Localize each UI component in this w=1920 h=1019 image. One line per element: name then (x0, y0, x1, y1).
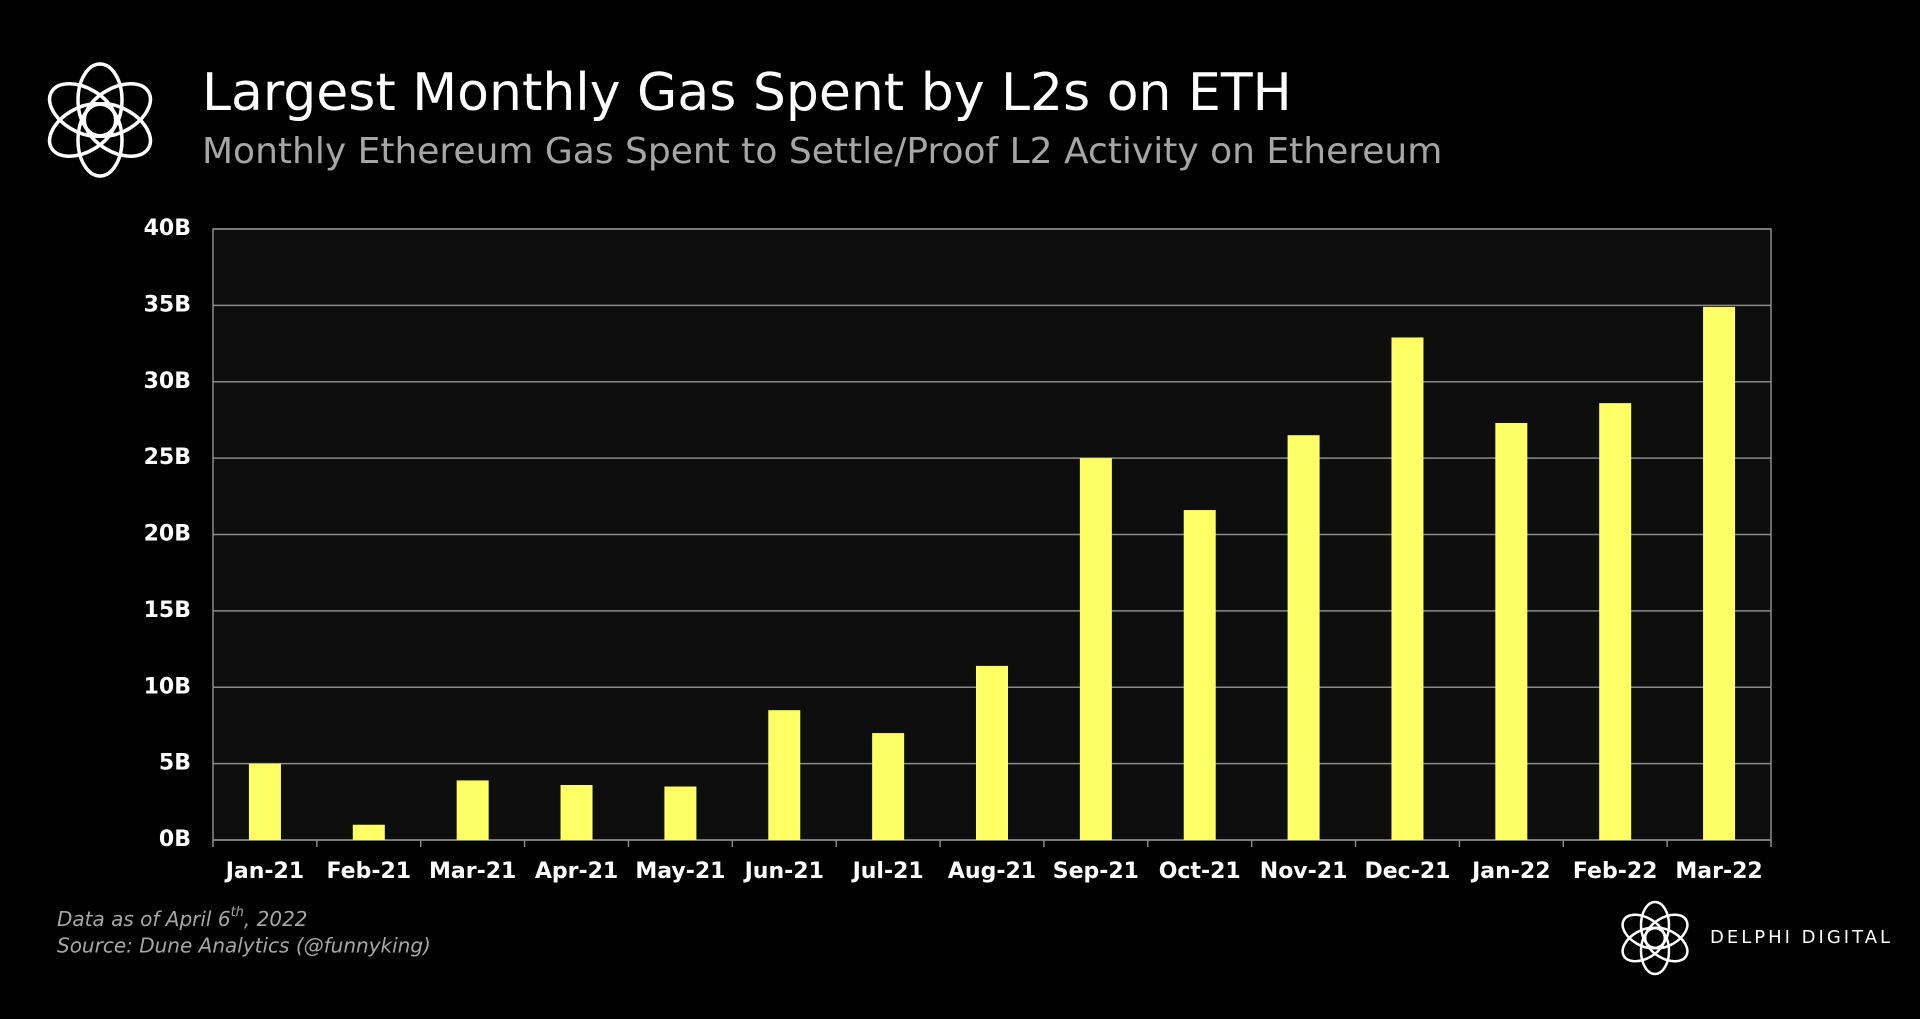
x-tick-label: Mar-22 (1675, 859, 1762, 884)
bar (1287, 435, 1320, 840)
x-tick-label: Apr-21 (535, 859, 618, 884)
y-tick-label: 30B (144, 369, 191, 394)
y-tick-label: 35B (144, 292, 191, 317)
bar (976, 665, 1008, 840)
x-tick-label: Feb-22 (1573, 859, 1658, 884)
y-tick-label: 5B (159, 751, 191, 776)
footnote-text: Data as of April 6 (57, 907, 231, 931)
x-tick-label: May-21 (635, 859, 725, 884)
y-tick-label: 10B (144, 674, 191, 699)
x-tick-label: Aug-21 (948, 859, 1036, 884)
bar (1703, 306, 1736, 841)
y-tick-label: 15B (144, 598, 191, 623)
bar (560, 785, 593, 840)
logo (47, 62, 153, 178)
y-tick-label: 20B (144, 522, 191, 547)
x-tick-label: Feb-21 (327, 859, 412, 884)
bar (1599, 403, 1632, 840)
brand-logo (1621, 900, 1689, 976)
y-tick-label: 40B (144, 216, 191, 241)
bar (456, 780, 489, 840)
bar (872, 733, 905, 840)
x-tick-label: Jan-21 (224, 859, 304, 884)
bar (1079, 458, 1112, 840)
bar (664, 786, 697, 840)
footnote-sup: th (231, 905, 244, 920)
x-tick-label: Dec-21 (1364, 859, 1450, 884)
footnote-rest: , 2022 (244, 907, 308, 931)
bar (1495, 422, 1528, 840)
x-tick-label: Sep-21 (1053, 859, 1139, 884)
y-tick-label: 25B (144, 445, 191, 470)
chart-subtitle: Monthly Ethereum Gas Spent to Settle/Pro… (202, 131, 1442, 172)
bar (352, 824, 385, 840)
chart-title: Largest Monthly Gas Spent by L2s on ETH (202, 63, 1292, 123)
bar (248, 763, 281, 840)
bar (768, 710, 801, 840)
x-tick-label: Jun-21 (743, 859, 824, 884)
source: Source: Dune Analytics (@funnyking) (57, 934, 431, 958)
brand-name: DELPHI DIGITAL (1710, 927, 1893, 948)
x-tick-label: Nov-21 (1260, 859, 1348, 884)
x-tick-label: Jul-21 (851, 859, 924, 884)
y-tick-label: 0B (159, 827, 191, 852)
bar (1183, 510, 1216, 840)
bar (1391, 337, 1424, 840)
x-tick-label: Mar-21 (429, 859, 516, 884)
x-tick-label: Jan-22 (1470, 859, 1550, 884)
x-tick-label: Oct-21 (1159, 859, 1241, 884)
footnote: Data as of April 6th, 2022 (57, 905, 308, 931)
